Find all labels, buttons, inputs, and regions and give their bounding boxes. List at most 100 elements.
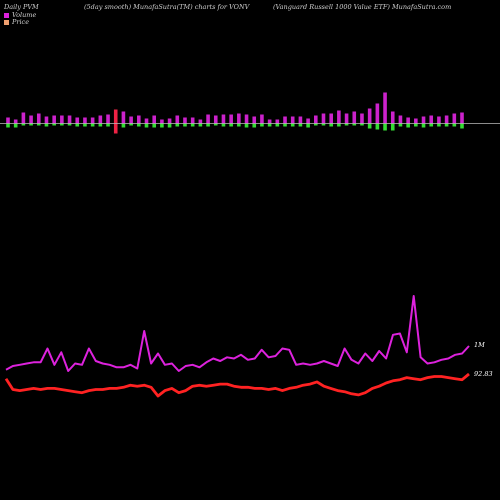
volume-bar-down [406,123,410,128]
legend-price-swatch [4,19,9,25]
volume-bar-up [75,117,80,124]
volume-bar-down [13,123,18,128]
volume-bar-down [44,123,49,127]
volume-bar-down [252,123,257,128]
price-end-label: 92.83 [474,370,493,378]
volume-bar-up [360,113,364,124]
volume-bar-up [6,117,10,124]
volume-bar-down [260,123,264,127]
volume-bar-down [421,123,426,128]
volume-bar-down [414,123,418,127]
volume-bar-down [137,123,141,127]
volume-bar-up [67,115,72,124]
volume-bar-down [36,123,41,126]
legend-price: Price [4,18,29,26]
volume-bar-up [237,113,241,124]
volume-bar-up [337,110,341,124]
volume-bar-down [390,123,395,131]
volume-bar-up [206,114,210,124]
volume-bar-down [129,123,133,126]
volume-bar-down [298,123,303,127]
volume-bar-up [113,109,118,124]
volume-bar-down [198,123,203,127]
volume-bar-up [60,115,64,124]
volume-bar-down [329,123,333,127]
volume-bar-down [175,123,180,127]
volume-bar-down [352,123,357,126]
volume-bar-down [67,123,72,126]
volume-bar-up [106,114,110,124]
volume-bar-up [21,112,26,124]
volume-bar-up [329,113,333,124]
volume-bar-up [321,113,326,124]
volume-bar-up [121,111,126,124]
legend-volume: Volume [4,11,36,19]
volume-end-label: 1M [474,341,485,349]
volume-bar-down [183,123,187,127]
volume-bar-up [83,117,87,124]
volume-bar-down [367,123,372,129]
volume-bar-up [267,119,272,124]
volume-bar-up [198,119,203,124]
volume-bar-down [398,123,403,127]
volume-bar-up [175,115,180,124]
volume-bar-up [283,116,287,124]
header-center: (5day smooth) MunafaSutra(TM) charts for… [84,3,250,11]
volume-bar-down [106,123,110,127]
volume-bar-up [390,111,395,124]
volume-bar-down [21,123,26,126]
legend-volume-label: Volume [12,11,37,19]
volume-bar-down [221,123,226,127]
volume-bar-down [237,123,241,127]
volume-bar-up [190,117,195,124]
volume-bar-down [314,123,318,126]
volume-bar-up [152,115,156,124]
volume-bar-up [160,119,164,124]
volume-bar-up [52,115,56,124]
volume-bar-up [13,119,18,124]
volume-bar-down [244,123,249,128]
volume-bar-down [52,123,56,126]
volume-bar-up [90,117,95,124]
volume-bar-up [429,115,434,124]
legend-price-label: Price [12,18,30,26]
volume-bar-up [414,118,418,124]
volume-bar-up [375,103,380,124]
volume-bar-up [29,115,33,124]
volume-bar-up [44,116,49,124]
volume-bar-up [98,115,103,124]
volume-bar-down [29,123,33,126]
volume-bar-down [190,123,195,127]
volume-bar-up [444,115,449,124]
volume-bar-up [452,113,457,124]
volume-bar-up [314,115,318,124]
volume-bar-down [375,123,380,130]
volume-bar-up [213,115,218,124]
volume-bar-down [167,123,172,128]
volume-bar-up [406,117,410,124]
price-line [4,372,470,398]
volume-bar-up [437,116,441,124]
volume-bar-up [144,118,149,124]
volume-bar-up [137,115,141,124]
volume-bar-down [383,123,387,131]
volume-bar-down [290,123,295,127]
volume-bar-down [144,123,149,128]
volume-bar-down [429,123,434,127]
volume-bar-up [383,92,387,124]
volume-bar-down [229,123,233,127]
volume-bar-up [244,114,249,124]
volume-bar-down [360,123,364,126]
volume-bar-up [129,116,133,124]
volume-bar-up [183,117,187,124]
volume-bar-down [206,123,210,127]
volume-bar-down [75,123,80,127]
volume-bar-down [98,123,103,127]
volume-bar-down [321,123,326,126]
volume-bar-down [275,123,280,127]
volume-bar-up [367,108,372,124]
volume-bar-up [36,113,41,124]
volume-bar-up [306,118,310,124]
volume-bar-up [290,116,295,124]
volume-bar-down [444,123,449,127]
